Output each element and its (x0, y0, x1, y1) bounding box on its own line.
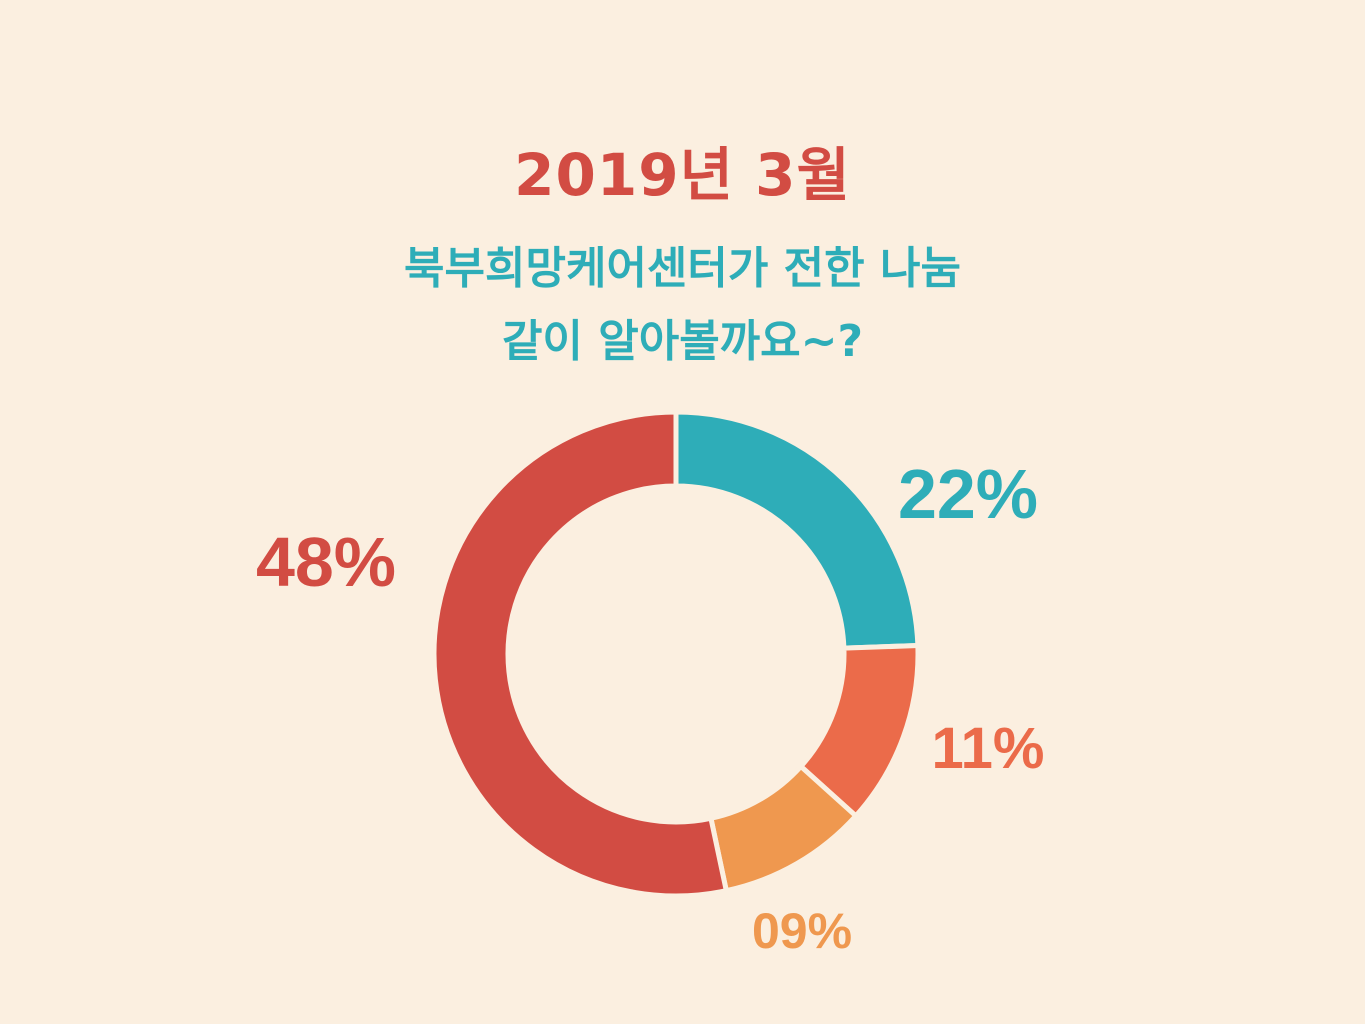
slice-label-4: 48% (256, 523, 396, 601)
donut-slice-1 (673, 409, 921, 651)
chart-subtitle-line2: 같이 알아볼까요~? (501, 316, 864, 367)
chart-title: 2019년 3월 (514, 141, 851, 209)
slice-label-2: 11% (932, 716, 1045, 781)
donut-slices (431, 409, 921, 899)
slice-label-3: 09% (752, 903, 852, 959)
slice-label-1: 22% (898, 455, 1038, 533)
donut-labels: 22% 11% 09% 48% (256, 455, 1045, 959)
chart-subtitle-line1: 북부희망케어센터가 전한 나눔 (404, 243, 961, 294)
donut-slice-4 (431, 409, 730, 899)
